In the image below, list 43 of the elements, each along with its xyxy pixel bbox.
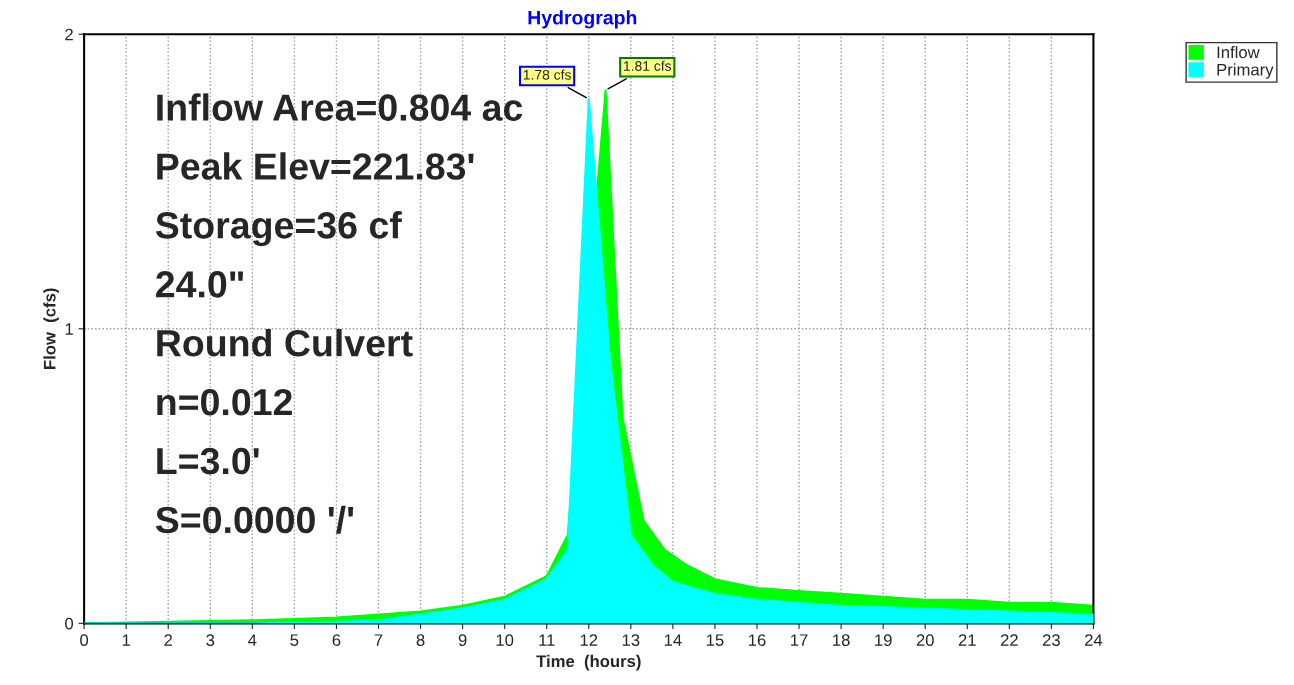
legend-label: Inflow xyxy=(1217,46,1260,59)
annotation: 24.0" xyxy=(156,271,244,298)
chart-title: Hydrograph xyxy=(528,10,637,29)
x-tick-label: 18 xyxy=(833,634,850,647)
annotation: Storage=36 cf xyxy=(155,211,402,247)
annotation: 1.78 cfs xyxy=(523,69,571,80)
y-axis-title: Flow (cfs) xyxy=(43,288,59,369)
y-tick-label: 1 xyxy=(65,323,73,335)
x-tick-label: 22 xyxy=(1000,634,1018,646)
annotation: Peak Elev=221.83' xyxy=(157,152,474,180)
annotation: n=0.012 xyxy=(157,388,292,416)
annotation: 1.81 cfs xyxy=(624,60,672,71)
x-tick-label: 14 xyxy=(664,634,682,646)
x-tick-label: 20 xyxy=(916,634,934,647)
y-tick-label: 2 xyxy=(65,28,73,41)
x-tick-label: 17 xyxy=(791,634,808,646)
x-tick-label: 5 xyxy=(290,634,299,647)
x-tick-label: 12 xyxy=(580,634,598,646)
x-tick-label: 3 xyxy=(206,634,215,647)
x-tick-label: 2 xyxy=(164,634,173,646)
legend-label: Primary xyxy=(1217,63,1274,79)
annotation: L=3.0' xyxy=(157,447,259,475)
x-tick-label: 6 xyxy=(332,634,341,647)
x-tick-label: 19 xyxy=(875,634,892,647)
x-tick-label: 4 xyxy=(248,634,257,646)
x-tick-label: 13 xyxy=(622,634,640,647)
annotation: S=0.0000 '/' xyxy=(155,505,354,534)
x-tick-label: 10 xyxy=(496,634,514,647)
x-tick-label: 15 xyxy=(706,634,724,647)
x-tick-label: 8 xyxy=(416,634,425,647)
x-tick-label: 16 xyxy=(748,634,766,647)
x-tick-label: 7 xyxy=(374,634,383,646)
x-tick-label: 11 xyxy=(539,634,555,646)
annotation: Round Culvert xyxy=(157,328,413,357)
x-tick-label: 23 xyxy=(1042,634,1060,647)
annotation: Inflow Area=0.804 ac xyxy=(157,93,523,121)
x-tick-label: 21 xyxy=(958,634,976,646)
x-tick-label: 24 xyxy=(1085,634,1103,646)
x-tick-label: 0 xyxy=(80,634,89,647)
y-tick-label: 0 xyxy=(65,617,74,630)
x-tick-label: 9 xyxy=(458,634,467,647)
x-axis-title: Time (hours) xyxy=(536,654,641,671)
x-tick-label: 1 xyxy=(122,634,130,646)
